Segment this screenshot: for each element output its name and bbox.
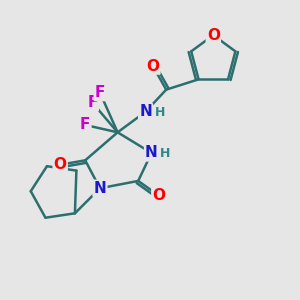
Text: N: N xyxy=(94,181,106,196)
Text: N: N xyxy=(145,146,158,160)
Text: H: H xyxy=(160,147,171,160)
Text: F: F xyxy=(80,118,90,133)
Text: F: F xyxy=(87,95,98,110)
Text: F: F xyxy=(95,85,105,100)
Text: O: O xyxy=(207,28,220,43)
Text: H: H xyxy=(154,106,165,119)
Text: O: O xyxy=(152,188,165,203)
Text: N: N xyxy=(139,104,152,119)
Text: O: O xyxy=(146,58,159,74)
Text: O: O xyxy=(54,157,67,172)
